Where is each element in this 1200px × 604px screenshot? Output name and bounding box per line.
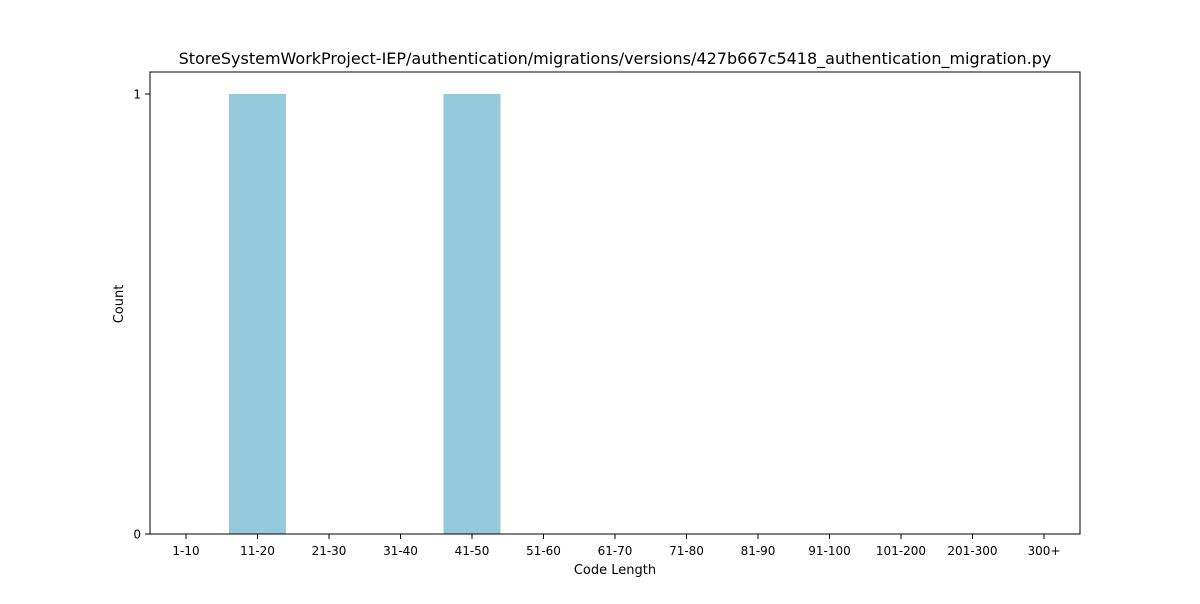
x-tick-label: 21-30: [312, 544, 347, 558]
x-axis-label: Code Length: [574, 563, 656, 578]
x-tick-label: 81-90: [741, 544, 776, 558]
plot-frame: [149, 71, 1081, 535]
y-tick-label: 0: [133, 528, 141, 542]
x-tick-label: 51-60: [526, 544, 561, 558]
x-tick-label: 300+: [1028, 544, 1061, 558]
x-tick-label: 101-200: [876, 544, 926, 558]
x-tick-label: 41-50: [455, 544, 490, 558]
x-tick-label: 11-20: [240, 544, 275, 558]
bar-41-50: [443, 94, 501, 534]
bar-11-20: [229, 94, 286, 534]
x-tick-label: 201-300: [947, 544, 997, 558]
x-tick-label: 71-80: [669, 544, 704, 558]
x-tick-label: 61-70: [598, 544, 633, 558]
y-tick-label: 1: [133, 88, 141, 102]
y-axis: 01: [133, 88, 150, 542]
y-axis-label: Count: [112, 285, 127, 324]
bars-layer: [229, 94, 501, 534]
x-tick-label: 31-40: [383, 544, 418, 558]
x-tick-label: 91-100: [808, 544, 851, 558]
x-tick-label: 1-10: [172, 544, 199, 558]
chart-title: StoreSystemWorkProject-IEP/authenticatio…: [179, 49, 1052, 69]
x-axis: 1-10 11-20 21-30 31-40 41-50 51-60 61-70 71-80 8…: [172, 534, 1060, 558]
